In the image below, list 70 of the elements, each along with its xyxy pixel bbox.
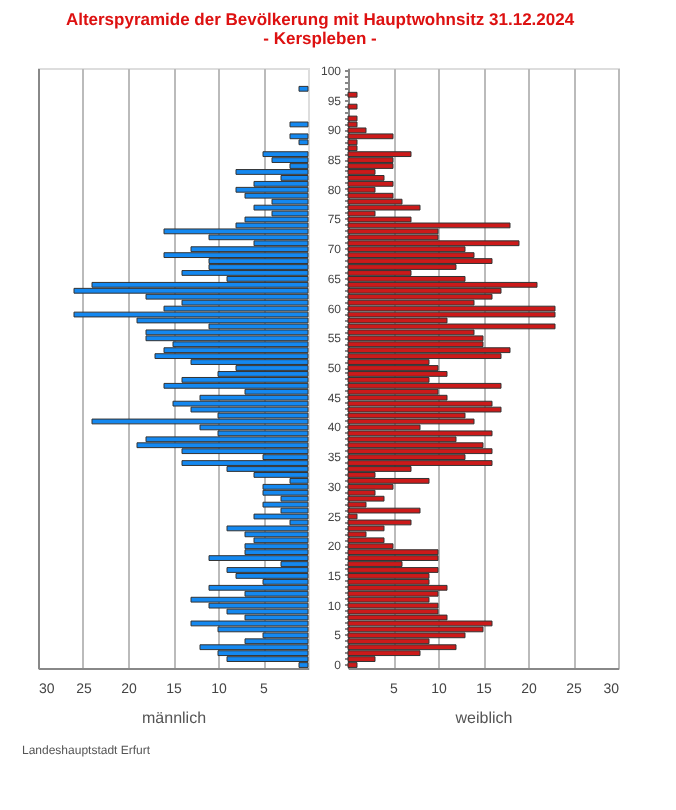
bar: [73, 311, 309, 318]
bar: [145, 335, 309, 342]
bar: [347, 620, 493, 627]
bar: [181, 460, 309, 466]
bar: [347, 371, 448, 377]
bar: [226, 525, 309, 532]
bar: [347, 549, 439, 556]
bar: [347, 644, 457, 651]
bar: [347, 311, 556, 318]
bar: [347, 584, 448, 591]
bar: [262, 501, 309, 508]
bar: [347, 281, 538, 288]
bar: [347, 448, 493, 455]
bar: [347, 222, 511, 229]
bar: [244, 543, 309, 550]
bar: [262, 489, 309, 496]
bar: [235, 169, 309, 175]
bar: [347, 335, 484, 342]
chart-title: Alterspyramide der Bevölkerung mit Hauptwohnsitz 31.12.2024: [65, 8, 575, 29]
bar: [181, 270, 309, 276]
x-axis-title: weiblich: [453, 709, 513, 727]
bar: [262, 483, 309, 490]
bar: [289, 121, 309, 128]
bar: [347, 555, 439, 561]
bar: [347, 204, 421, 211]
bar: [208, 555, 309, 561]
bar: [172, 400, 309, 407]
bar: [73, 287, 309, 294]
bar: [262, 151, 309, 158]
bar: [190, 620, 309, 627]
bar: [347, 103, 358, 110]
bar: [136, 442, 309, 449]
bar: [163, 228, 309, 235]
bar: [199, 644, 309, 651]
bar: [347, 133, 394, 140]
bar: [145, 329, 309, 336]
bar: [347, 418, 475, 425]
bar: [347, 347, 511, 354]
bar: [347, 240, 520, 247]
bar: [347, 382, 502, 389]
bar: [347, 115, 358, 122]
bar: [347, 567, 439, 573]
bar: [190, 596, 309, 603]
bar: [298, 85, 309, 92]
bar: [347, 430, 493, 437]
bar: [347, 602, 439, 609]
bar: [347, 163, 394, 169]
bar: [347, 519, 412, 526]
bar: [347, 258, 493, 264]
bar: [235, 186, 309, 193]
bar: [347, 151, 412, 158]
bar: [289, 133, 309, 140]
bar: [253, 513, 309, 520]
bar: [347, 91, 358, 98]
x-axis-title: männlich: [141, 709, 207, 727]
bar: [253, 204, 309, 211]
bar: [347, 507, 421, 514]
bar: [208, 584, 309, 591]
bar: [163, 382, 309, 389]
bar: [347, 495, 385, 502]
bar: [154, 353, 309, 360]
bar: [347, 323, 556, 330]
chart-subtitle: - Kerspleben -: [263, 27, 378, 48]
bar: [347, 180, 394, 187]
bar: [347, 460, 493, 466]
bar: [347, 406, 502, 413]
bar: [163, 252, 309, 259]
bar: [91, 418, 309, 425]
bar: [347, 477, 430, 484]
bar: [226, 567, 309, 573]
